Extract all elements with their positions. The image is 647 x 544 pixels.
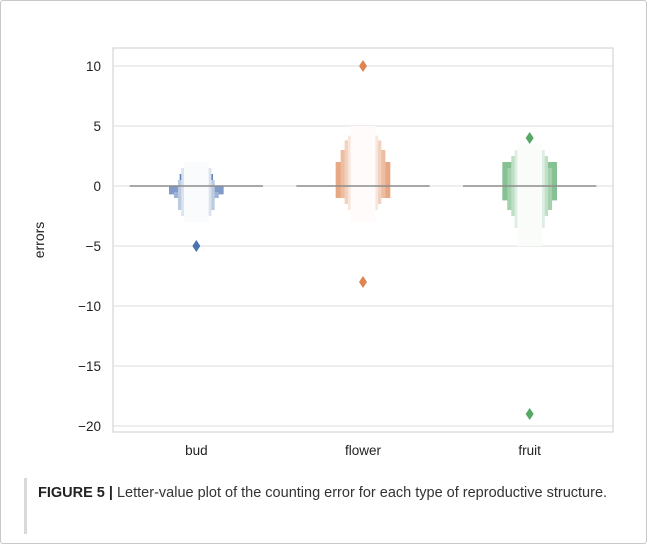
letter-value-box: [183, 162, 209, 222]
y-tick-label: −20: [78, 419, 101, 434]
letter-value-box: [350, 126, 376, 222]
y-tick-label: −5: [86, 239, 101, 254]
letter-value-chart: 10 5 0 −5 −10 −15 −20 bud flower fruit errors: [31, 47, 614, 458]
outlier-point: [525, 132, 534, 144]
y-tick-label: 0: [93, 179, 101, 194]
y-tick-labels: 10 5 0 −5 −10 −15 −20: [78, 59, 101, 434]
y-tick-label: 5: [93, 119, 101, 134]
letter-value-box: [517, 144, 543, 246]
outlier-points: [192, 60, 534, 420]
y-tick-label: −10: [78, 299, 101, 314]
outlier-point: [359, 276, 367, 288]
x-tick-labels: bud flower fruit: [185, 443, 541, 458]
x-tick-label: flower: [345, 443, 382, 458]
y-tick-label: −15: [78, 359, 101, 374]
outlier-point: [359, 60, 367, 72]
x-tick-label: bud: [185, 443, 208, 458]
caption-divider: [24, 478, 27, 534]
figure-number: FIGURE 5 |: [38, 485, 113, 501]
outlier-point: [192, 240, 201, 252]
x-tick-label: fruit: [518, 443, 541, 458]
y-axis-label: errors: [31, 222, 47, 259]
letter-value-boxes: [169, 126, 557, 246]
outlier-point: [525, 408, 534, 420]
y-tick-label: 10: [86, 59, 101, 74]
caption-text: Letter-value plot of the counting error …: [112, 485, 608, 501]
figure-caption: FIGURE 5 | Letter-value plot of the coun…: [38, 482, 628, 504]
